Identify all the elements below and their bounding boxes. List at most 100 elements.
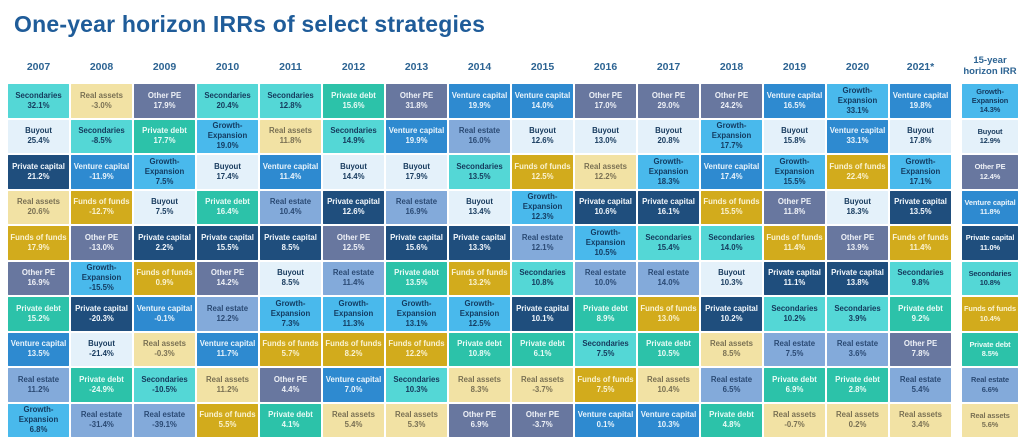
strategy-name: Growth-Expansion xyxy=(270,298,311,318)
strategy-cell: Private debt 15.2% xyxy=(8,297,69,331)
strategy-name: Growth-Expansion xyxy=(18,405,59,425)
strategy-name: Private debt xyxy=(583,303,628,313)
strategy-irr-value: 4.4% xyxy=(281,384,300,394)
year-header-label: 2014 xyxy=(467,60,492,73)
strategy-irr-value: 10.4% xyxy=(657,384,680,394)
strategy-name: Private capital xyxy=(264,232,317,242)
strategy-cell: Buyout 12.9% xyxy=(962,119,1018,153)
year-header-label: 2007 xyxy=(26,60,51,73)
strategy-cell: Private capital 13.5% xyxy=(890,190,951,224)
strategy-irr-value: 17.4% xyxy=(216,171,239,181)
strategy-name: Funds of funds xyxy=(73,197,130,207)
strategy-name: Real estate xyxy=(17,374,60,384)
strategy-name: Private capital xyxy=(138,232,191,242)
strategy-cell: Other PE 16.9% xyxy=(8,261,69,295)
year-header-label: 2010 xyxy=(215,60,240,73)
year-column-cells: Real assets -3.0% Secondaries -8.5% Vent… xyxy=(71,84,132,439)
strategy-name: Buyout xyxy=(88,339,115,349)
strategy-name: Growth-Expansion xyxy=(585,227,626,247)
strategy-name: Private debt xyxy=(457,339,502,349)
strategy-irr-value: 13.4% xyxy=(468,207,491,217)
strategy-irr-value: 13.0% xyxy=(594,136,617,146)
strategy-name: Real estate xyxy=(80,410,123,420)
strategy-irr-value: 11.4% xyxy=(342,278,365,288)
strategy-irr-value: 12.1% xyxy=(531,242,554,252)
strategy-name: Private capital xyxy=(390,232,443,242)
strategy-name: Buyout xyxy=(25,126,52,136)
strategy-name: Venture capital xyxy=(388,126,445,136)
strategy-irr-value: -31.4% xyxy=(89,420,114,430)
strategy-name: Secondaries xyxy=(267,90,314,100)
strategy-cell: Real assets 0.2% xyxy=(827,403,888,437)
strategy-name: Secondaries xyxy=(897,268,944,278)
strategy-name: Secondaries xyxy=(708,232,755,242)
strategy-irr-value: -21.4% xyxy=(89,349,114,359)
strategy-name: Real assets xyxy=(17,197,60,207)
strategy-name: Growth-Expansion xyxy=(207,121,248,141)
strategy-cell: Secondaries 13.5% xyxy=(449,155,510,189)
strategy-name: Buyout xyxy=(655,126,682,136)
strategy-name: Growth-Expansion xyxy=(971,86,1009,106)
strategy-name: Secondaries xyxy=(456,161,503,171)
strategy-irr-value: 20.4% xyxy=(216,100,239,110)
strategy-cell: Real estate 6.5% xyxy=(701,368,762,402)
strategy-cell: Real assets -3.7% xyxy=(512,368,573,402)
year-header-label: 2009 xyxy=(152,60,177,73)
strategy-cell: Other PE -3.7% xyxy=(512,403,573,437)
year-column-cells: Venture capital 14.0% Buyout 12.6% Funds… xyxy=(512,84,573,439)
strategy-irr-value: 16.5% xyxy=(783,100,806,110)
strategy-name: Venture capital xyxy=(703,161,760,171)
strategy-irr-value: 10.4% xyxy=(979,313,1001,323)
strategy-cell: Venture capital 13.5% xyxy=(8,332,69,366)
strategy-irr-value: 10.2% xyxy=(783,313,806,323)
strategy-name: Growth-Expansion xyxy=(459,298,500,318)
year-column: 2009 Other PE 17.9% Private debt 17.7% G… xyxy=(134,55,195,439)
strategy-cell: Venture capital 14.0% xyxy=(512,84,573,118)
year-column-cells: Private debt 15.6% Secondaries 14.9% Buy… xyxy=(323,84,384,439)
strategy-name: Growth-Expansion xyxy=(774,156,815,176)
strategy-irr-value: 15.2% xyxy=(27,313,50,323)
strategy-cell: Venture capital 19.8% xyxy=(890,84,951,118)
strategy-irr-value: 14.0% xyxy=(720,242,743,252)
strategy-irr-value: -0.1% xyxy=(154,313,175,323)
strategy-name: Private capital xyxy=(642,197,695,207)
strategy-irr-value: 16.1% xyxy=(657,207,680,217)
strategy-irr-value: 11.0% xyxy=(979,242,1001,252)
strategy-irr-value: 10.2% xyxy=(720,313,743,323)
strategy-cell: Private capital 13.3% xyxy=(449,226,510,260)
strategy-name: Real assets xyxy=(521,374,564,384)
strategy-irr-value: 6.5% xyxy=(722,384,741,394)
strategy-irr-value: 8.9% xyxy=(596,313,615,323)
strategy-cell: Other PE 17.0% xyxy=(575,84,636,118)
strategy-irr-value: -10.5% xyxy=(152,384,177,394)
strategy-irr-value: 8.3% xyxy=(470,384,489,394)
strategy-cell: Real assets -0.3% xyxy=(134,332,195,366)
strategy-irr-value: 13.2% xyxy=(468,278,491,288)
strategy-cell: Private debt 4.1% xyxy=(260,403,321,437)
strategy-irr-value: 33.1% xyxy=(846,105,869,115)
strategy-cell: Real estate 10.4% xyxy=(260,190,321,224)
strategy-name: Buyout xyxy=(466,197,493,207)
strategy-cell: Real estate -31.4% xyxy=(71,403,132,437)
strategy-irr-value: 13.0% xyxy=(657,313,680,323)
strategy-cell: Secondaries 9.8% xyxy=(890,261,951,295)
strategy-irr-value: 11.4% xyxy=(909,242,932,252)
strategy-irr-value: 10.0% xyxy=(594,278,617,288)
strategy-cell: Private debt 15.6% xyxy=(323,84,384,118)
strategy-irr-value: 17.0% xyxy=(594,100,617,110)
strategy-cell: Secondaries 15.4% xyxy=(638,226,699,260)
strategy-cell: Real estate 6.6% xyxy=(962,368,1018,402)
strategy-irr-value: 15.4% xyxy=(657,242,680,252)
strategy-name: Private capital xyxy=(768,268,821,278)
strategy-name: Private debt xyxy=(394,268,439,278)
strategy-cell: Private capital 10.6% xyxy=(575,190,636,224)
strategy-irr-value: 17.4% xyxy=(720,171,743,181)
strategy-name: Real estate xyxy=(521,232,564,242)
strategy-cell: Private capital 15.5% xyxy=(197,226,258,260)
year-column-cells: Venture capital 19.9% Real estate 16.0% … xyxy=(449,84,510,439)
strategy-name: Private capital xyxy=(579,197,632,207)
strategy-cell: Secondaries 32.1% xyxy=(8,84,69,118)
strategy-name: Other PE xyxy=(903,339,938,349)
strategy-cell: Funds of funds 0.9% xyxy=(134,261,195,295)
